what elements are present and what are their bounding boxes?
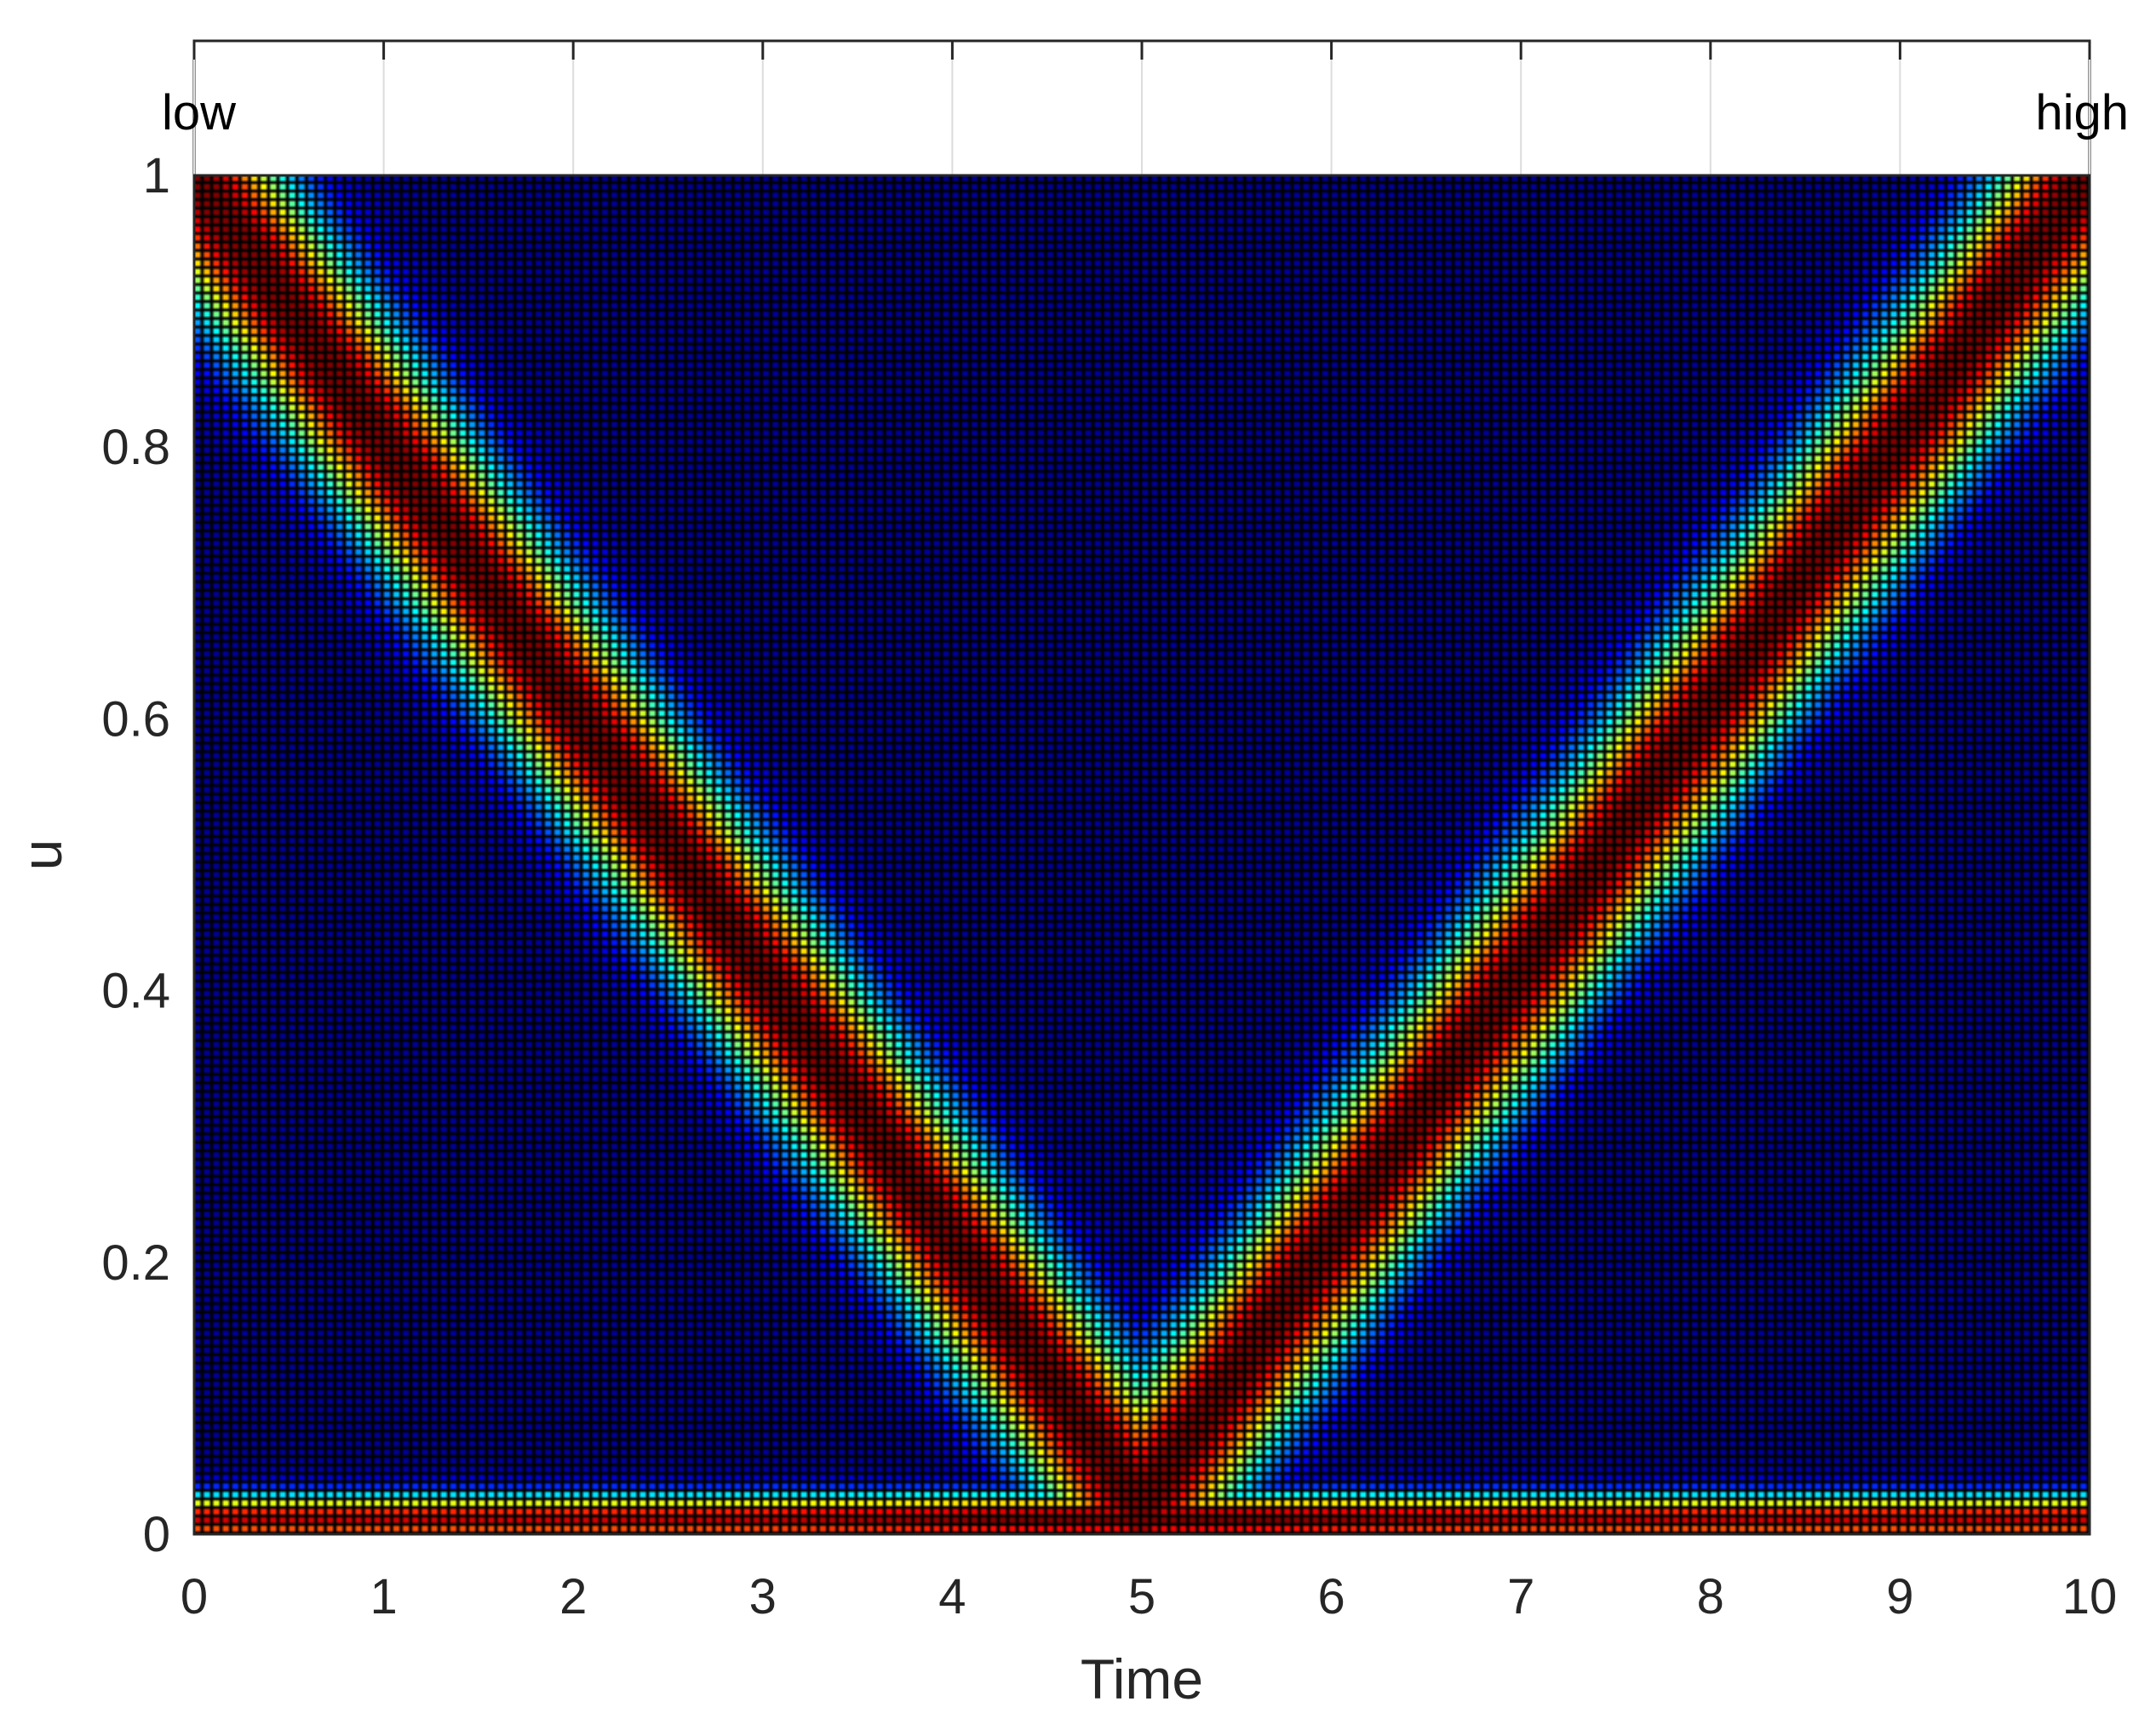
plot-area bbox=[192, 174, 2091, 1536]
colorbar-low-label: low bbox=[162, 85, 237, 140]
y-tick-label: 0.4 bbox=[101, 964, 170, 1019]
y-tick-label: 1 bbox=[143, 148, 170, 203]
x-tick-label: 4 bbox=[938, 1569, 966, 1624]
y-tick-label: 0.2 bbox=[101, 1235, 170, 1291]
x-tick-label: 8 bbox=[1697, 1569, 1724, 1624]
x-axis-title: Time bbox=[1081, 1647, 1203, 1710]
x-tick-label: 3 bbox=[749, 1569, 777, 1624]
y-axis-title: u bbox=[10, 839, 73, 871]
plot-frame bbox=[192, 174, 2091, 1536]
y-axis: 0 0.2 0.4 0.6 0.8 1 bbox=[101, 148, 170, 1562]
x-tick-label: 5 bbox=[1128, 1569, 1155, 1624]
colorbar-high-label: high bbox=[2035, 85, 2129, 140]
colorbar: low high bbox=[162, 39, 2129, 177]
y-tick-label: 0 bbox=[143, 1507, 170, 1562]
x-tick-label: 9 bbox=[1886, 1569, 1913, 1624]
heatmap-image bbox=[194, 175, 2090, 1534]
y-tick-label: 0.6 bbox=[101, 691, 170, 747]
y-tick-label: 0.8 bbox=[101, 420, 170, 475]
x-tick-label: 10 bbox=[2062, 1569, 2118, 1624]
x-tick-label: 7 bbox=[1507, 1569, 1534, 1624]
x-tick-label: 1 bbox=[370, 1569, 397, 1624]
x-tick-label: 6 bbox=[1317, 1569, 1345, 1624]
x-axis: 0 1 2 3 4 5 6 7 8 9 10 bbox=[181, 1569, 2117, 1624]
x-tick-label: 2 bbox=[559, 1569, 587, 1624]
colorbar-ticks bbox=[192, 41, 2091, 175]
x-tick-label: 0 bbox=[181, 1569, 208, 1624]
